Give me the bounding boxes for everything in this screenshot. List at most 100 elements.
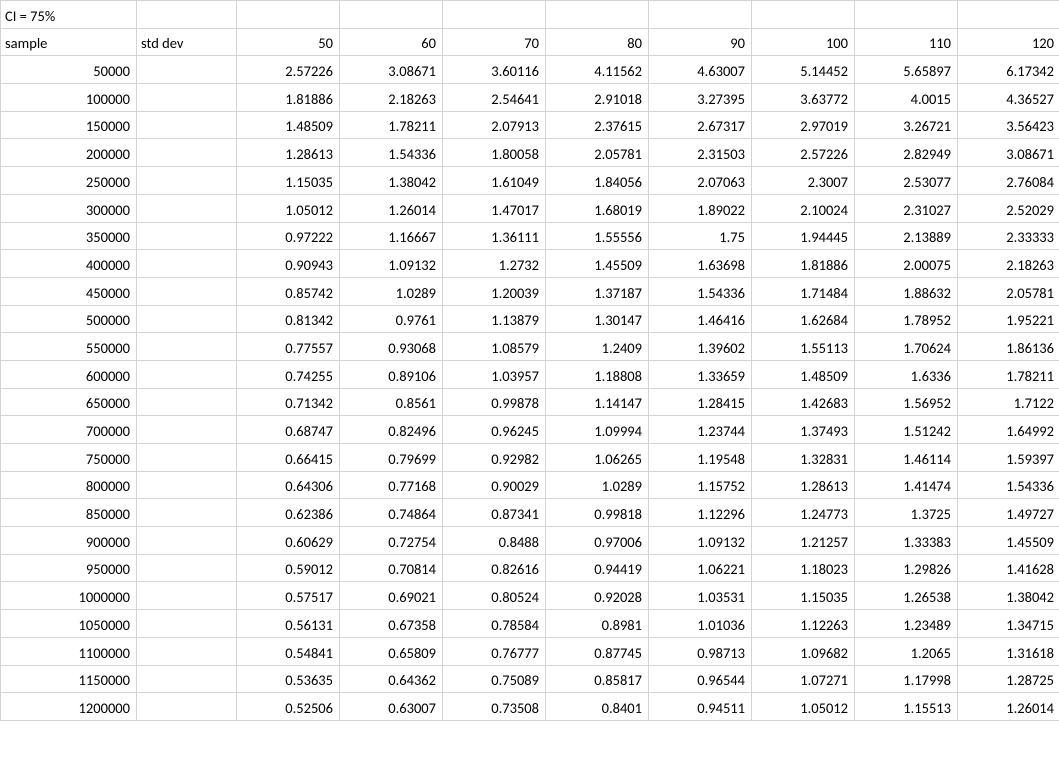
value-cell[interactable]: 1.32831: [752, 444, 855, 472]
value-cell[interactable]: 1.56952: [855, 388, 958, 416]
value-cell[interactable]: 1.80058: [443, 139, 546, 167]
stddev-cell[interactable]: [137, 56, 237, 84]
value-cell[interactable]: 0.92982: [443, 444, 546, 472]
value-cell[interactable]: 0.77168: [340, 471, 443, 499]
value-cell[interactable]: 5.14452: [752, 56, 855, 84]
value-cell[interactable]: 0.94419: [546, 554, 649, 582]
value-cell[interactable]: 0.74864: [340, 499, 443, 527]
value-cell[interactable]: 0.53635: [237, 665, 340, 693]
value-cell[interactable]: 1.2409: [546, 333, 649, 361]
value-cell[interactable]: 0.80524: [443, 582, 546, 610]
value-cell[interactable]: 1.64992: [958, 416, 1059, 444]
value-cell[interactable]: 1.55113: [752, 333, 855, 361]
value-cell[interactable]: 0.59012: [237, 554, 340, 582]
sample-cell[interactable]: 300000: [1, 194, 137, 222]
sample-cell[interactable]: 900000: [1, 527, 137, 555]
empty-cell[interactable]: [855, 1, 958, 29]
header-sample[interactable]: sample: [1, 28, 137, 56]
value-cell[interactable]: 3.63772: [752, 84, 855, 112]
value-cell[interactable]: 1.03531: [649, 582, 752, 610]
value-cell[interactable]: 1.78211: [340, 111, 443, 139]
value-cell[interactable]: 1.39602: [649, 333, 752, 361]
empty-cell[interactable]: [649, 1, 752, 29]
value-cell[interactable]: 1.54336: [958, 471, 1059, 499]
value-cell[interactable]: 2.33333: [958, 222, 1059, 250]
value-cell[interactable]: 0.9761: [340, 305, 443, 333]
value-cell[interactable]: 2.3007: [752, 167, 855, 195]
value-cell[interactable]: 0.71342: [237, 388, 340, 416]
empty-cell[interactable]: [752, 1, 855, 29]
value-cell[interactable]: 1.15035: [752, 582, 855, 610]
value-cell[interactable]: 1.46416: [649, 305, 752, 333]
value-cell[interactable]: 0.8401: [546, 693, 649, 721]
value-cell[interactable]: 2.82949: [855, 139, 958, 167]
value-cell[interactable]: 1.7122: [958, 388, 1059, 416]
value-cell[interactable]: 1.09132: [340, 250, 443, 278]
value-cell[interactable]: 0.79699: [340, 444, 443, 472]
value-cell[interactable]: 1.24773: [752, 499, 855, 527]
value-cell[interactable]: 2.53077: [855, 167, 958, 195]
value-cell[interactable]: 1.28725: [958, 665, 1059, 693]
value-cell[interactable]: 1.38042: [958, 582, 1059, 610]
value-cell[interactable]: 0.64362: [340, 665, 443, 693]
value-cell[interactable]: 0.76777: [443, 637, 546, 665]
value-cell[interactable]: 1.06265: [546, 444, 649, 472]
value-cell[interactable]: 1.46114: [855, 444, 958, 472]
value-cell[interactable]: 2.97019: [752, 111, 855, 139]
value-cell[interactable]: 0.67358: [340, 610, 443, 638]
value-cell[interactable]: 1.48509: [752, 360, 855, 388]
value-cell[interactable]: 1.70624: [855, 333, 958, 361]
sample-cell[interactable]: 550000: [1, 333, 137, 361]
sample-cell[interactable]: 400000: [1, 250, 137, 278]
value-cell[interactable]: 0.77557: [237, 333, 340, 361]
value-cell[interactable]: 1.12296: [649, 499, 752, 527]
value-cell[interactable]: 0.60629: [237, 527, 340, 555]
header-stddev[interactable]: std dev: [137, 28, 237, 56]
value-cell[interactable]: 1.94445: [752, 222, 855, 250]
value-cell[interactable]: 2.76084: [958, 167, 1059, 195]
value-cell[interactable]: 2.13889: [855, 222, 958, 250]
empty-cell[interactable]: [443, 1, 546, 29]
value-cell[interactable]: 1.15513: [855, 693, 958, 721]
value-cell[interactable]: 2.18263: [958, 250, 1059, 278]
stddev-cell[interactable]: [137, 84, 237, 112]
value-cell[interactable]: 2.07063: [649, 167, 752, 195]
value-cell[interactable]: 1.09682: [752, 637, 855, 665]
value-cell[interactable]: 0.81342: [237, 305, 340, 333]
value-cell[interactable]: 1.29826: [855, 554, 958, 582]
value-cell[interactable]: 5.65897: [855, 56, 958, 84]
value-cell[interactable]: 1.28415: [649, 388, 752, 416]
stddev-cell[interactable]: [137, 111, 237, 139]
value-cell[interactable]: 1.6336: [855, 360, 958, 388]
stddev-cell[interactable]: [137, 360, 237, 388]
value-cell[interactable]: 1.05012: [752, 693, 855, 721]
value-cell[interactable]: 1.95221: [958, 305, 1059, 333]
value-cell[interactable]: 2.31027: [855, 194, 958, 222]
value-cell[interactable]: 3.27395: [649, 84, 752, 112]
empty-cell[interactable]: [237, 1, 340, 29]
value-cell[interactable]: 3.56423: [958, 111, 1059, 139]
value-cell[interactable]: 1.3725: [855, 499, 958, 527]
value-cell[interactable]: 0.94511: [649, 693, 752, 721]
value-cell[interactable]: 1.37493: [752, 416, 855, 444]
value-cell[interactable]: 0.8561: [340, 388, 443, 416]
sample-cell[interactable]: 200000: [1, 139, 137, 167]
stddev-cell[interactable]: [137, 222, 237, 250]
sample-cell[interactable]: 1100000: [1, 637, 137, 665]
value-cell[interactable]: 1.13879: [443, 305, 546, 333]
value-cell[interactable]: 1.03957: [443, 360, 546, 388]
value-cell[interactable]: 1.38042: [340, 167, 443, 195]
value-cell[interactable]: 1.89022: [649, 194, 752, 222]
value-cell[interactable]: 0.82496: [340, 416, 443, 444]
value-cell[interactable]: 1.15752: [649, 471, 752, 499]
value-cell[interactable]: 0.98713: [649, 637, 752, 665]
sample-cell[interactable]: 250000: [1, 167, 137, 195]
header-col[interactable]: 100: [752, 28, 855, 56]
stddev-cell[interactable]: [137, 471, 237, 499]
value-cell[interactable]: 2.10024: [752, 194, 855, 222]
value-cell[interactable]: 2.07913: [443, 111, 546, 139]
sample-cell[interactable]: 1150000: [1, 665, 137, 693]
value-cell[interactable]: 1.0289: [546, 471, 649, 499]
value-cell[interactable]: 0.90943: [237, 250, 340, 278]
value-cell[interactable]: 0.72754: [340, 527, 443, 555]
